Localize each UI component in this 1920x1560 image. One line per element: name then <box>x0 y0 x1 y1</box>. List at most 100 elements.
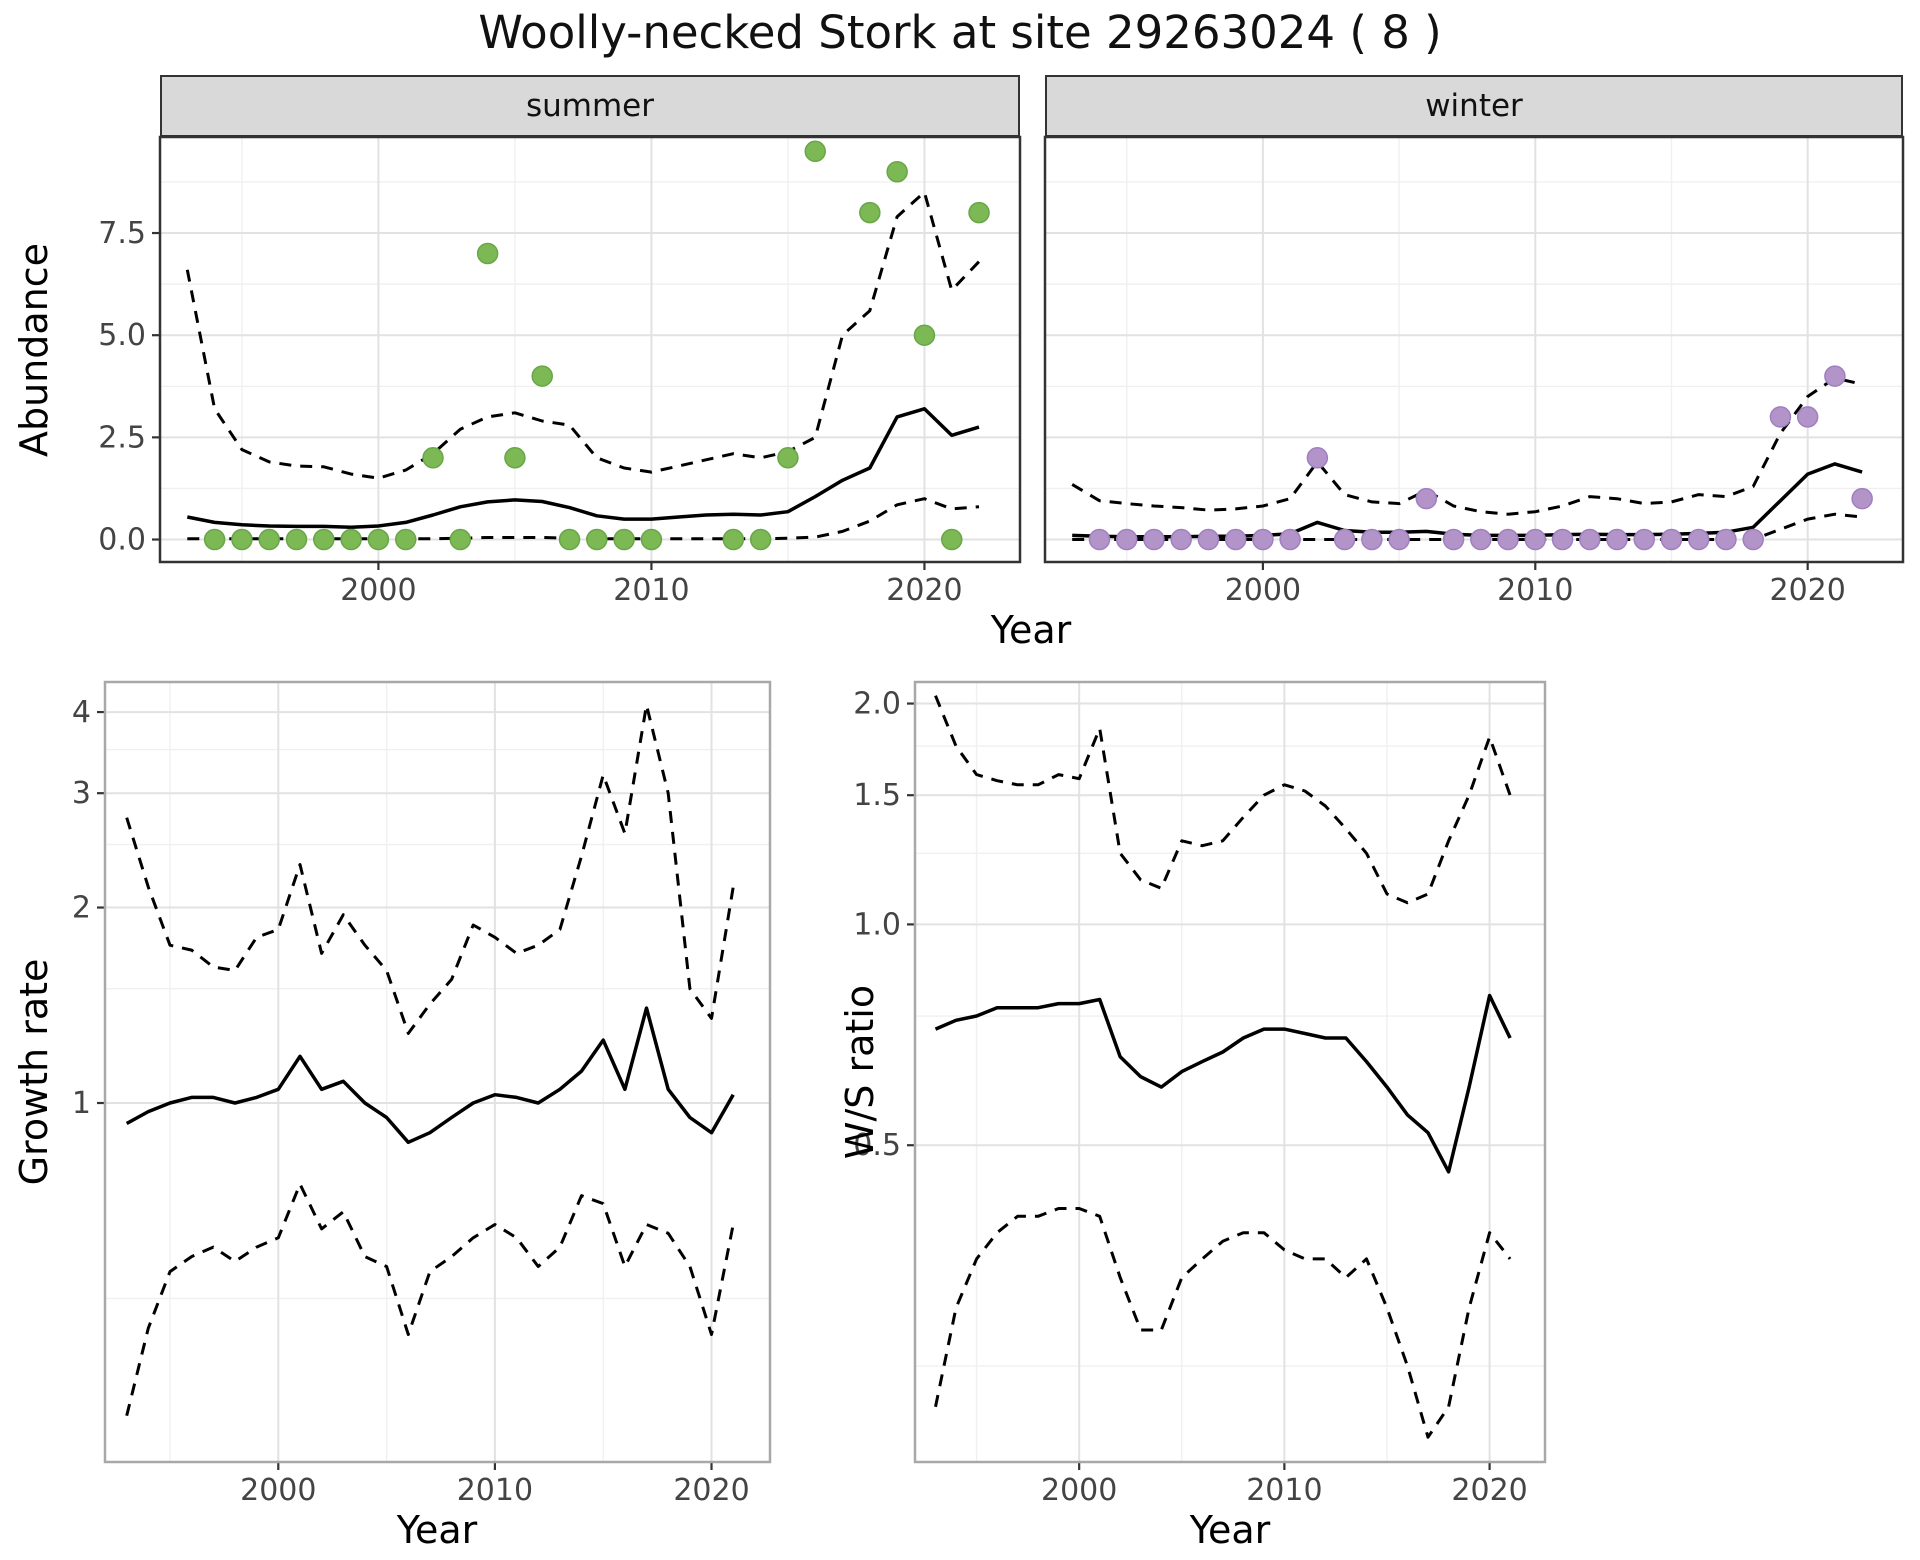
data-point <box>1687 528 1710 551</box>
data-point <box>340 528 362 551</box>
data-point <box>1197 528 1220 551</box>
axes: 2000 2010 2020 0.5 1.0 1.5 2.0 <box>853 687 1527 1508</box>
data-point <box>1524 528 1547 551</box>
data-point <box>1224 528 1247 551</box>
x-tick-label: 2010 <box>457 1473 533 1508</box>
panel-border <box>1043 135 1905 564</box>
data-point <box>1306 447 1329 469</box>
x-tick-label: 2000 <box>340 573 416 608</box>
y-tick-label: 1 <box>72 1086 91 1121</box>
abundance-winter-panel: 2000 2010 2020 <box>1040 75 1915 610</box>
data-point <box>1497 528 1519 551</box>
y-tick-label: 7.5 <box>98 216 146 251</box>
facet-strip-winter-label: winter <box>1425 88 1523 124</box>
upper-ci-line <box>1071 376 1863 516</box>
data-point <box>1742 528 1764 551</box>
data-point <box>1851 487 1873 510</box>
lower-ci-line <box>187 497 980 541</box>
gridlines <box>915 682 1545 1462</box>
data-point <box>804 140 826 163</box>
data-point <box>1796 406 1819 428</box>
x-axis-title-year-top: Year <box>990 608 1072 652</box>
data-point <box>1388 528 1410 551</box>
y-tick-label: 2.5 <box>98 420 146 455</box>
lower-ci-line <box>125 1182 735 1417</box>
y-axis-title-abundance: Abundance <box>12 242 56 458</box>
data-point <box>886 160 908 183</box>
data-point <box>367 528 390 551</box>
data-point <box>449 528 472 551</box>
data-point <box>1170 528 1192 551</box>
data-point <box>749 528 772 551</box>
x-tick-label: 2010 <box>1246 1473 1322 1508</box>
data-point <box>231 528 253 551</box>
data-point <box>504 447 526 469</box>
x-tick-label: 2020 <box>886 573 962 608</box>
gridlines <box>1045 137 1903 562</box>
y-tick-label: 0.0 <box>98 523 146 558</box>
data-point <box>722 528 745 551</box>
data-point <box>558 528 581 551</box>
y-tick-label: 3 <box>72 776 91 811</box>
x-tick-label: 2010 <box>613 573 689 608</box>
x-tick-label: 2000 <box>1225 573 1301 608</box>
y-tick-label: 2 <box>72 891 91 926</box>
facet-strip-summer-label: summer <box>525 88 654 124</box>
data-point <box>1824 365 1846 387</box>
abundance-summer-panel: 2000 2010 2020 0.0 2.5 5.0 7.5 <box>80 75 1030 610</box>
data-point <box>285 528 308 551</box>
data-point <box>1769 406 1792 428</box>
y-tick-label: 1.0 <box>853 907 901 942</box>
upper-ci-line <box>125 703 735 1035</box>
y-tick-label: 5.0 <box>98 318 146 353</box>
data-point <box>913 324 936 346</box>
ws-ratio-svg: 2000 2010 2020 0.5 1.0 1.5 2.0 <box>853 680 1547 1508</box>
plot-title: Woolly-necked Stork at site 29263024 ( 8… <box>478 6 1442 59</box>
x-tick-label: 2000 <box>240 1473 316 1508</box>
data-point <box>1115 528 1138 551</box>
abundance-summer-svg: 2000 2010 2020 0.0 2.5 5.0 7.5 <box>98 135 1022 608</box>
data-point <box>1361 528 1383 551</box>
data-point <box>613 528 635 551</box>
x-axis-title-year-ws: Year <box>1189 1508 1271 1552</box>
fit-line <box>1072 462 1863 539</box>
data-point <box>1551 528 1574 551</box>
data-point <box>313 528 335 551</box>
data-point <box>1333 528 1356 551</box>
data-point <box>203 528 226 551</box>
lower-ci-line <box>934 1207 1512 1439</box>
data-point <box>1442 528 1465 551</box>
data-point <box>859 201 881 224</box>
x-tick-label: 2010 <box>1497 573 1573 608</box>
fit-line <box>934 993 1512 1174</box>
data-point <box>1633 528 1655 551</box>
axes: 2000 2010 2020 <box>1225 562 1846 608</box>
axes: 2000 2010 2020 1 2 3 4 <box>72 695 750 1508</box>
gridlines <box>160 137 1020 562</box>
growth-rate-svg: 2000 2010 2020 1 2 3 4 <box>72 680 772 1508</box>
data-point <box>476 242 499 265</box>
data-point <box>531 365 553 387</box>
data-point <box>777 447 799 469</box>
x-tick-label: 2000 <box>1041 1473 1117 1508</box>
ws-ratio-panel: 2000 2010 2020 0.5 1.0 1.5 2.0 <box>830 680 1560 1510</box>
data-point <box>1606 528 1628 551</box>
fit-line <box>186 407 980 530</box>
y-axis-title-growth-rate: Growth rate <box>12 958 56 1186</box>
x-tick-label: 2020 <box>1769 573 1845 608</box>
data-point <box>940 528 963 551</box>
data-point <box>1252 528 1274 551</box>
data-point <box>422 447 444 469</box>
data-point <box>1415 487 1438 510</box>
fit-line <box>125 1006 735 1145</box>
x-tick-label: 2020 <box>673 1473 749 1508</box>
y-tick-label: 0.5 <box>853 1128 901 1163</box>
data-point <box>258 528 280 551</box>
data-point <box>1579 528 1601 551</box>
abundance-winter-svg: 2000 2010 2020 <box>1043 135 1905 608</box>
axes: 2000 2010 2020 0.0 2.5 5.0 7.5 <box>98 216 962 608</box>
y-tick-label: 2.0 <box>853 687 901 722</box>
y-tick-label: 4 <box>72 695 91 730</box>
data-point <box>640 528 663 551</box>
data-point <box>1143 528 1165 551</box>
